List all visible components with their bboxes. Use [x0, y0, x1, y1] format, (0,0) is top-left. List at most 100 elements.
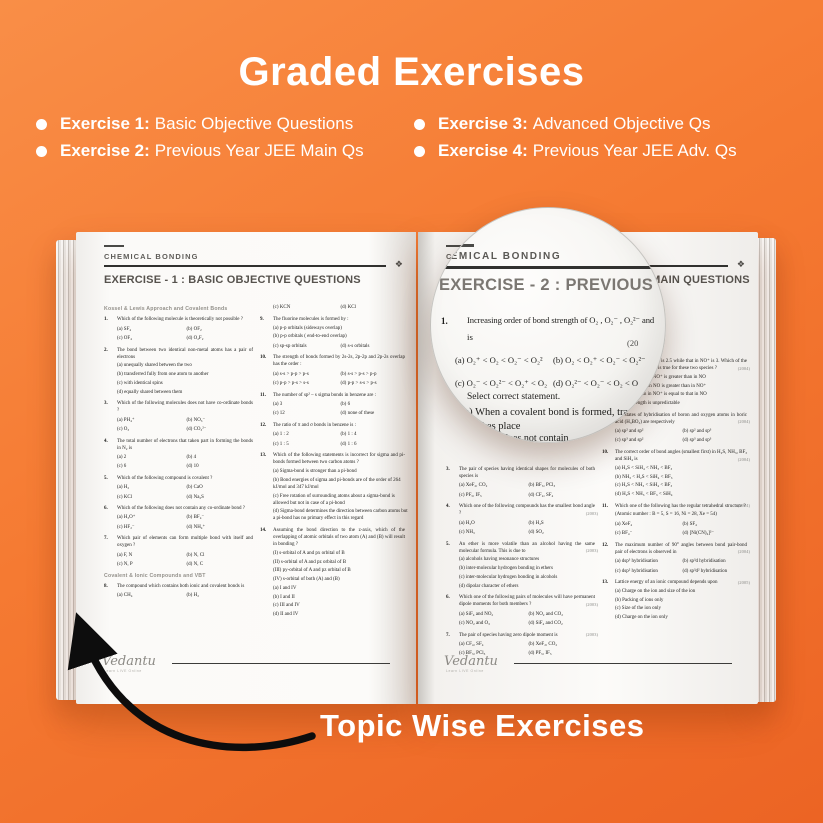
- option-cell: (c) 1 : 5: [273, 441, 289, 447]
- option-row: (c) KCN (d) KCl: [260, 304, 408, 311]
- option-cell: (c) NH₃: [459, 530, 475, 536]
- question: 10. The correct order of bond angles (sma…: [602, 449, 750, 498]
- option-cell: (d) CO₃²⁻: [186, 427, 207, 433]
- option-cell: (b) CaO: [186, 485, 203, 491]
- question-text: Select correct statement.: [467, 392, 561, 402]
- question-text: Which one of the following has the regul…: [615, 503, 746, 509]
- option-cell: (d) NH₄⁺: [186, 524, 206, 530]
- question-column: (c) KCN (d) KCl 9. The fluorine molecules i…: [260, 302, 408, 623]
- question-number: 10.: [602, 449, 609, 455]
- option-line: (c) H₂S < NH₃ < SiH₄ < BF₃: [615, 483, 673, 489]
- question-text: The states of hybridisation of boron and…: [615, 412, 747, 425]
- vedantu-logo: Vedantu: [444, 654, 498, 669]
- question: 3. The pair of species having identical s…: [446, 466, 598, 499]
- question-number: 11.: [260, 392, 266, 398]
- question-text: is: [467, 332, 473, 342]
- question: 4. The total number of electrons that tak…: [104, 438, 256, 471]
- header-dash: [448, 244, 474, 247]
- question-text: The ratio of π and σ bonds in benzene is…: [273, 422, 356, 428]
- question: 11. Which one of the following has the re…: [602, 503, 750, 538]
- list-item-exercise-2: Exercise 2: Previous Year JEE Main Qs: [36, 141, 364, 161]
- question-number: 6.: [446, 595, 450, 601]
- topic-heading: Covalent & Ionic Compounds and VBT: [104, 572, 206, 579]
- question-number: 8.: [104, 583, 108, 589]
- page-stack-left: [56, 240, 78, 700]
- option-row: (a) SF₄ (b) OF₂: [104, 326, 256, 333]
- exercise-label: Exercise 4:: [438, 141, 528, 160]
- option-cell: (d) SO₂: [528, 530, 544, 536]
- option-cell: (c) BF₃, PCl₃: [459, 651, 486, 657]
- question-text: The number of sp² – s sigma bonds in ben…: [273, 392, 377, 398]
- question-text: Lattice energy of an ionic compound depe…: [615, 580, 718, 586]
- option-line: (I) s-orbital of A and px orbital of B: [273, 550, 345, 556]
- option-line: (b) p-p orbitals ( end-to-end overlap): [273, 334, 347, 340]
- option-cell: (a) dsp³ hybridisation: [615, 559, 658, 565]
- bullet-icon: [36, 145, 47, 157]
- question-number: 12.: [602, 542, 609, 548]
- option-line: (a) Charge on the ion and size of the io…: [615, 588, 696, 594]
- option-row: (c) NO₂ and O₃ (d) SiF₄ and CO₂: [446, 620, 598, 627]
- option-cell: (c) 6: [117, 464, 127, 470]
- option-cell: (a) 3: [273, 402, 283, 408]
- option-text: akes place: [477, 421, 521, 432]
- question: 7. The pair of species having zero dipole…: [446, 632, 598, 658]
- option-cell: (d) 10: [186, 464, 199, 470]
- option-cell: (b) 1 : 4: [340, 432, 357, 438]
- option-line: (a) I and IV: [273, 585, 297, 591]
- option-row: (c) KCl (d) Na₂S: [104, 494, 256, 501]
- option-cell: (b) H₂: [186, 593, 199, 599]
- option-cell: (c) sp-sp orbitals: [273, 343, 307, 349]
- option-row: (c) 1 : 5 (d) 1 : 6: [260, 441, 408, 448]
- question-column: 3. The pair of species having identical s…: [446, 302, 598, 662]
- option-cell: (b) NO₂ and CO₂: [528, 611, 563, 617]
- option-line: (a) Sigma-bond is stronger than a pi-bon…: [273, 469, 357, 475]
- question-text: Which pair of elements can form multiple…: [117, 536, 253, 549]
- option-row: (a) 2 (b) 4: [104, 454, 256, 461]
- option-row: (c) OF₄ (d) O₂F₂: [104, 335, 256, 342]
- chapter-title: CHEMICAL BONDING: [104, 252, 199, 261]
- option-d: (d) O₂²⁻ < O₂⁻ < O₂ < O: [553, 378, 639, 388]
- bullet-icon: [414, 118, 425, 130]
- option-row: (c) p-p > p-s > s-s (d) p-p > s-s > p-s: [260, 380, 408, 387]
- question-number: 14.: [260, 527, 267, 533]
- option-cell: (a) CH₄: [117, 593, 133, 599]
- option-cell: (d) KCl: [340, 305, 356, 311]
- option-cell: (a) SF₄: [117, 326, 132, 332]
- option-cell: (a) XeF₂, CO₂: [459, 483, 488, 489]
- option-cell: (d) sp³ and sp³: [682, 438, 712, 444]
- question: 5. An ether is more volatile than an alco…: [446, 541, 598, 590]
- question-column: Kossel & Lewis Approach and Covalent Bon…: [104, 302, 256, 604]
- option-cell: (a) 2: [117, 454, 127, 460]
- option-cell: (d) Na₂S: [186, 494, 204, 500]
- option-row: (a) XeF₄ (b) SF₄: [602, 521, 750, 528]
- question-number: 1.: [441, 316, 448, 326]
- option-row: (a) H₂ (b) CaO: [104, 484, 256, 491]
- question-number: 9.: [260, 316, 264, 322]
- question: 13. Which of the following statements is …: [260, 452, 408, 522]
- option-cell: (a) PH₄⁺: [117, 417, 135, 423]
- exercise-label: Exercise 3:: [438, 114, 528, 133]
- option-cell: (b) s-s > p-s > p-p: [340, 371, 377, 377]
- option-row: (a) 1 : 2 (b) 1 : 4: [260, 431, 408, 438]
- option-line: (IV) s-orbital of both (A) and (B): [273, 577, 340, 583]
- option-line: (b) Bond energies of sigma and pi-bonds …: [273, 477, 401, 490]
- option-line: (d) Sigma-bond determines the direction …: [273, 509, 408, 522]
- option-cell: (d) CF₄, SF₄: [528, 492, 554, 498]
- header-rule: [104, 265, 386, 267]
- option-cell: (c) KCN: [273, 305, 291, 311]
- option-line: (b) I and II: [273, 594, 295, 600]
- question-number: 2.: [104, 347, 108, 353]
- option-line: (b) transferred fully from one atom to a…: [117, 372, 209, 378]
- question-text: The maximum number of 90° angles between…: [615, 542, 747, 555]
- option-cell: (d) s-s orbitals: [340, 343, 370, 349]
- option-line: (a) unequally shared between the two: [117, 363, 192, 369]
- option-cell: (b) BF₄⁻: [186, 515, 205, 521]
- option-cell: (c) O₃: [117, 427, 130, 433]
- question-year: (2004): [737, 419, 750, 425]
- option-cell: (c) sp³ and sp²: [615, 438, 644, 444]
- option-row: (c) NH₃ (d) SO₂: [446, 529, 598, 536]
- option-row: (c) 6 (d) 10: [104, 463, 256, 470]
- question-number: 12.: [260, 422, 267, 428]
- option-row: (a) CF₄, SF₄ (b) XeF₂, CO₂: [446, 641, 598, 648]
- option-row: (c) PF₅, IF₅ (d) CF₄, SF₄: [446, 492, 598, 499]
